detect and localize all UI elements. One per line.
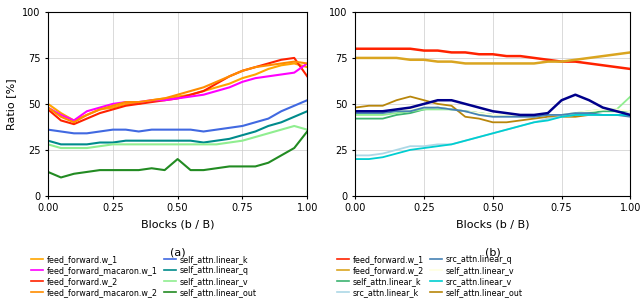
Legend: feed_forward.w_1, feed_forward_macaron.w_1, feed_forward.w_2, feed_forward_macar: feed_forward.w_1, feed_forward_macaron.w… (31, 255, 257, 297)
X-axis label: Blocks (b / B): Blocks (b / B) (456, 219, 529, 229)
Y-axis label: Ratio [%]: Ratio [%] (6, 78, 17, 130)
Text: (a): (a) (170, 247, 186, 257)
Text: (b): (b) (485, 247, 500, 257)
Legend: feed_forward.w_1, feed_forward.w_2, self_attn.linear_k, src_attn.linear_k, self_: feed_forward.w_1, feed_forward.w_2, self… (337, 255, 522, 299)
X-axis label: Blocks (b / B): Blocks (b / B) (141, 219, 214, 229)
